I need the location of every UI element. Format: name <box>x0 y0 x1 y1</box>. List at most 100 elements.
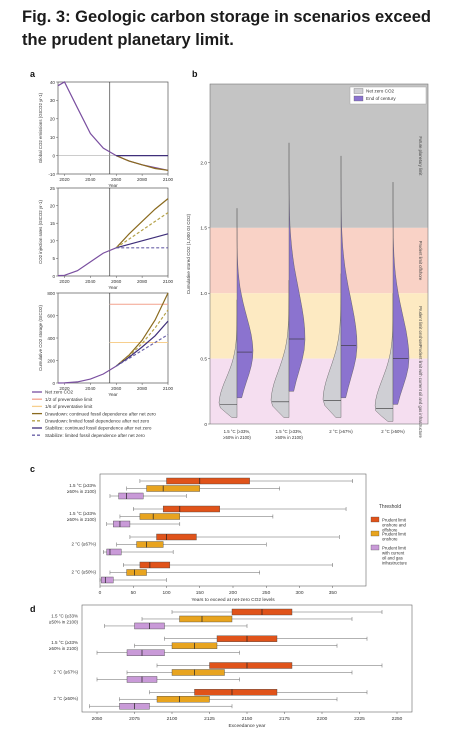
panel-label-b: b <box>192 69 198 79</box>
b-band-label: Future planetary limit <box>418 136 423 176</box>
a3-ytick-label: 800 <box>47 291 55 296</box>
a2-xtick-label: 2040 <box>85 279 96 284</box>
a3-xtick-label: 2040 <box>85 386 96 391</box>
c-group-label: 2 °C (≥50%) <box>71 570 96 575</box>
c-xtick-label: 300 <box>295 590 303 596</box>
c-xtick-label: 200 <box>229 590 237 596</box>
c-xtick-label: 150 <box>196 590 204 596</box>
a2-series-draw_cont <box>115 198 169 249</box>
a2-frame <box>57 187 169 277</box>
c-box-current <box>101 576 114 584</box>
a2-series-hist <box>57 247 117 277</box>
d-xtick-label: 2150 <box>242 716 253 722</box>
a2-xtick-label: 2020 <box>59 279 70 284</box>
a3-xtick-label: 2020 <box>59 386 70 391</box>
legend-c-label: Prudent limit <box>382 532 407 537</box>
legend-a-label: Stabilize: continued fossil dependence a… <box>45 426 152 431</box>
legend-c-title: Threshold <box>379 504 401 510</box>
b-ytick-label: 0.5 <box>200 356 207 362</box>
b-band-label: Prudent limit with current oil and gas i… <box>418 345 423 439</box>
d-xtick-label: 2250 <box>392 716 403 722</box>
a3-series-hist <box>57 365 117 384</box>
legend-c-swatch <box>370 516 380 523</box>
legend-a-label: 1/2 of preventative limit <box>45 397 93 402</box>
a1-xtick-label: 2020 <box>59 177 70 182</box>
b-band-label: Prudent limit onshore <box>418 306 423 346</box>
legend-a-label: Drawdown: continued fossil dependence af… <box>45 411 156 416</box>
c-xtick-label: 250 <box>262 590 270 596</box>
c-box-onshore <box>139 561 171 569</box>
a1-ytick-label: 0 <box>52 153 55 158</box>
legend-c-label: onshore and <box>382 523 407 528</box>
b-ytick-label: 2.0 <box>200 160 207 166</box>
c-frame <box>99 473 367 587</box>
panel-label-a: a <box>30 69 36 79</box>
c-group-label: 1.5 °C (≥33% <box>69 511 96 516</box>
a1-xtick-label: 2060 <box>111 177 122 182</box>
b-violin-endcentury <box>236 208 254 399</box>
d-xtick-label: 2225 <box>354 716 365 722</box>
a3-series-stab_cont <box>115 320 169 367</box>
b-band-gray <box>210 84 428 228</box>
a2-series-stab_cont <box>116 233 169 249</box>
d-group-label: 2 °C (≥50%) <box>53 696 78 701</box>
d-xlabel: Exceedance year <box>228 723 265 729</box>
legend-c-label: with current <box>382 551 405 556</box>
a2-ylabel: CO2 injection rates (GtCO2 yr-1) <box>38 200 43 264</box>
c-xtick-label: 350 <box>329 590 337 596</box>
panel-label-c: c <box>30 464 35 474</box>
b-category-label: 1.5 °C (≥33%, <box>276 429 303 434</box>
legend-c-label: infrastructure <box>382 561 408 566</box>
c-box-onshore <box>156 533 197 541</box>
c-box-onshore <box>162 505 220 513</box>
a2-series-draw_lim <box>115 212 169 249</box>
a3-xlabel: Year <box>108 392 118 397</box>
legend-b-label: Net zero CO2 <box>366 89 395 94</box>
a1-ytick-label: 20 <box>50 117 56 122</box>
c-box-prudent <box>146 485 200 492</box>
c-group-label: 1.5 °C (≥33% <box>69 483 96 488</box>
legend-a-label: Net zero CO2 <box>45 390 74 395</box>
c-group-label: 2 °C (≥67%) <box>71 542 96 547</box>
a3-ytick-label: 200 <box>47 358 55 363</box>
legend-c-label: oil and gas <box>382 556 403 561</box>
a3-xtick-label: 2100 <box>163 386 174 391</box>
a2-ytick-label: 20 <box>50 203 56 208</box>
a1-xtick-label: 2100 <box>163 177 174 182</box>
d-box-prudent <box>171 669 225 676</box>
legend-a-label: Drawdown: limited fossil dependence afte… <box>45 419 150 424</box>
a1-ytick-label: -10 <box>48 172 55 177</box>
b-ytick-label: 1.5 <box>200 226 207 232</box>
a2-ytick-label: 15 <box>50 221 56 226</box>
b-ylabel: Cumulative stored CO2 (1,000 Gt CO2) <box>186 213 191 294</box>
a3-series-draw_lim <box>115 309 169 367</box>
c-box-current <box>106 548 122 556</box>
d-group-label: 2 °C (≥67%) <box>53 669 78 674</box>
panel-label-d: d <box>30 604 36 614</box>
b-category-label-2: ≥50% in 2100) <box>223 435 251 440</box>
a1-xlabel: Year <box>108 183 118 188</box>
c-box-onshore <box>166 477 250 485</box>
d-group-label: 1.5 °C (≥33% <box>51 613 78 618</box>
d-group-label-2: ≥50% in 2100) <box>49 646 78 651</box>
b-category-label: 2 °C (≥67%) <box>329 429 353 434</box>
c-box-current <box>113 520 131 528</box>
c-box-prudent <box>136 541 164 548</box>
c-xtick-label: 100 <box>162 590 170 596</box>
legend-c-label: Prudent limit <box>382 546 407 551</box>
a2-ytick-label: 10 <box>50 239 56 244</box>
b-category-label: 2 °C (≥50%) <box>381 429 405 434</box>
a2-ytick-label: 25 <box>50 186 56 191</box>
c-box-prudent <box>126 569 147 576</box>
d-frame <box>81 604 413 713</box>
d-xtick-label: 2100 <box>167 716 178 722</box>
c-box-current <box>118 492 144 500</box>
a3-ylabel: Cumulative CO2 storage (GtCO2) <box>38 305 43 371</box>
c-group-label-2: ≥50% in 2100) <box>67 489 96 494</box>
c-xlabel: Years to exceed at net-zero CO2 levels <box>191 597 275 603</box>
b-violin-endcentury <box>288 142 306 392</box>
a1-ytick-label: 10 <box>50 135 56 140</box>
d-xtick-label: 2125 <box>204 716 215 722</box>
